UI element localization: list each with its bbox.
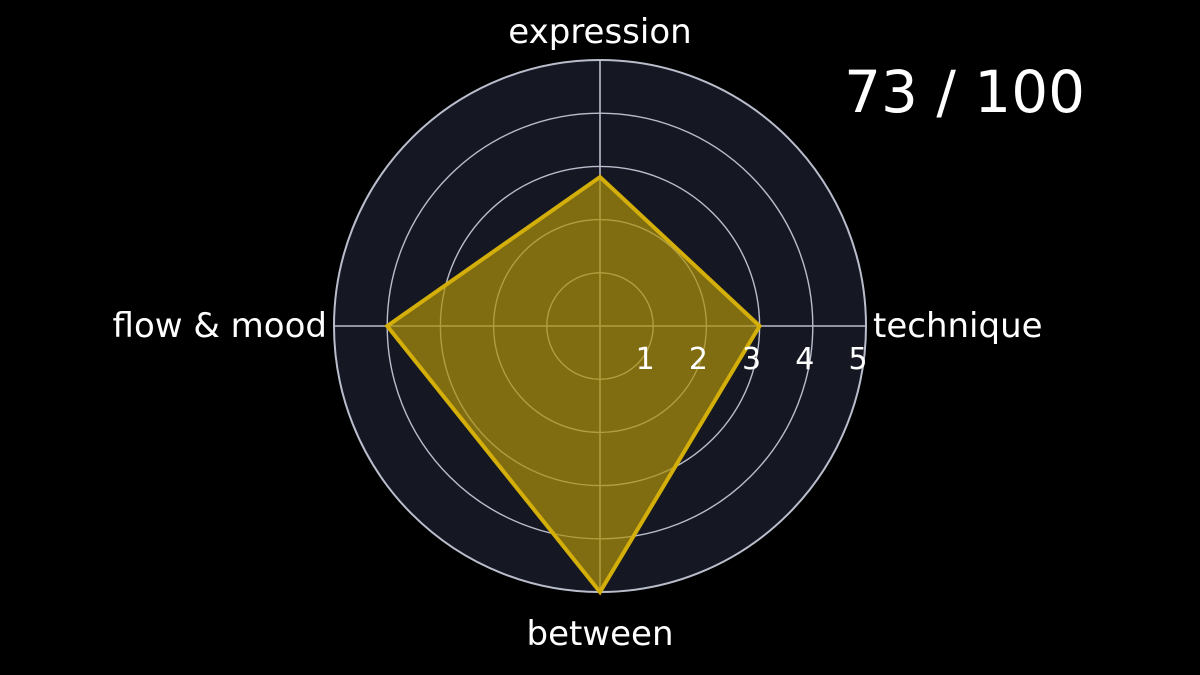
axis-label-flow-and-mood: flow & mood <box>113 306 327 346</box>
radial-tick-label-5: 5 <box>848 342 867 377</box>
radial-tick-label-2: 2 <box>689 342 708 377</box>
data-polygon <box>387 177 760 593</box>
radial-tick-label-1: 1 <box>636 342 655 377</box>
grid-spokes-inside-polygon <box>387 177 760 592</box>
axis-label-technique: technique <box>873 306 1043 346</box>
radial-tick-label-3: 3 <box>742 342 761 377</box>
radial-tick-label-4: 4 <box>795 342 814 377</box>
axis-label-expression: expression <box>508 12 691 52</box>
score-annotation: 73 / 100 <box>844 58 1085 126</box>
data-polygon-outline <box>384 174 763 596</box>
axis-label-between: between <box>526 614 673 654</box>
